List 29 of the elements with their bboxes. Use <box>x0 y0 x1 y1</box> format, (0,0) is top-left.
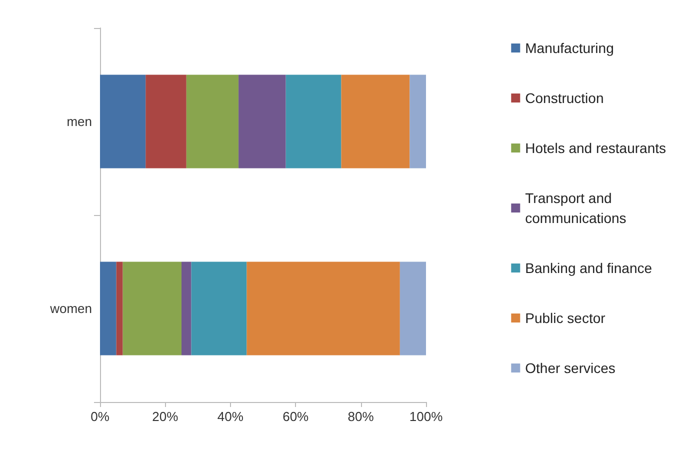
bar <box>191 262 247 356</box>
x-tick-label: 40% <box>217 409 244 424</box>
legend-label: Manufacturing <box>525 40 614 56</box>
bar <box>400 262 426 356</box>
bar <box>238 74 286 168</box>
bar <box>122 262 182 356</box>
bar <box>341 74 410 168</box>
bar <box>146 74 186 168</box>
x-tick-label: 100% <box>409 409 444 424</box>
bar <box>410 74 426 168</box>
bar <box>182 262 192 356</box>
x-tick-label: 80% <box>348 409 374 424</box>
legend-label: Transport and communications <box>525 190 626 226</box>
legend-label: Public sector <box>525 310 606 326</box>
legend-label: Banking and finance <box>525 260 652 276</box>
bar <box>286 74 342 168</box>
legend-label: Other services <box>525 360 616 376</box>
x-tick-label: 0% <box>90 409 110 424</box>
bar <box>186 74 239 168</box>
bar <box>116 262 123 356</box>
bar <box>100 262 116 356</box>
x-tick-label: 20% <box>152 409 179 424</box>
x-tick-label: 60% <box>282 409 310 424</box>
bar <box>100 74 146 168</box>
legend-label: Hotels and restaurants <box>525 140 666 156</box>
legend-label: Construction <box>525 90 604 106</box>
y-tick-label: men <box>66 114 92 129</box>
bar <box>246 262 400 356</box>
y-tick-label: women <box>49 301 92 316</box>
